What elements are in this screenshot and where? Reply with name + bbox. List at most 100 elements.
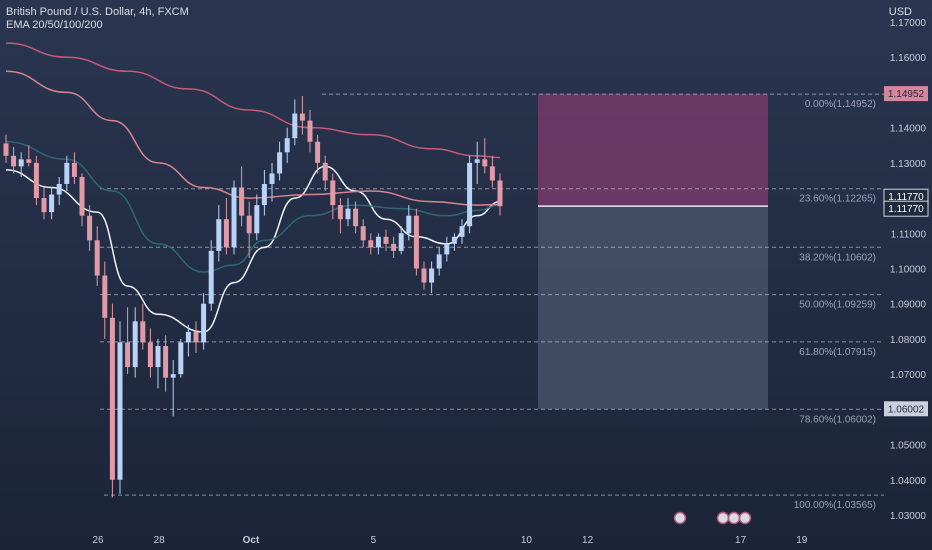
candle-body (474, 159, 480, 163)
price-label-badge[interactable] (883, 200, 929, 217)
candle-body (246, 215, 252, 234)
candle-body (360, 226, 366, 241)
price-tick-label: 1.04000 (890, 476, 927, 487)
candle-body (71, 162, 77, 177)
candle-body (375, 236, 381, 248)
candle-body (64, 162, 70, 184)
price-tick-label: 1.10000 (890, 265, 927, 276)
price-tick-label: 1.05000 (890, 441, 927, 452)
price-label-badge[interactable] (884, 86, 928, 102)
ema-20-line (5, 165, 501, 333)
event-flag-icon[interactable] (727, 511, 741, 525)
candle-body (147, 342, 153, 368)
time-tick-label: 12 (582, 535, 594, 546)
price-label-text: 1.11770 (888, 192, 924, 203)
time-tick-label: 5 (371, 535, 377, 546)
candle-body (102, 275, 108, 318)
ema-100-line (5, 70, 501, 206)
candle-body (208, 250, 214, 304)
candle-body (421, 268, 427, 283)
candle-body (429, 268, 435, 283)
candle-body (489, 166, 495, 181)
currency-label: USD (888, 6, 912, 18)
candle-body (140, 321, 146, 343)
time-tick-label: 19 (796, 535, 808, 546)
candle-body (345, 208, 351, 220)
candle-body (467, 162, 473, 227)
candle-body (132, 321, 138, 368)
candle-body (284, 138, 290, 153)
candle-body (459, 226, 465, 237)
price-label-badge[interactable] (884, 401, 928, 417)
fib-level-label: 100.00%(1.03565) (794, 500, 876, 511)
price-label-text: 1.11770 (888, 204, 924, 215)
candle-body (398, 233, 404, 251)
fib-level-label: 0.00%(1.14952) (805, 99, 876, 110)
candle-body (49, 194, 55, 213)
price-axis[interactable]: 1.030001.040001.050001.060001.070001.080… (883, 18, 929, 522)
candle-body (315, 141, 321, 163)
ema-lines (5, 42, 501, 333)
ema-200-line (5, 42, 501, 159)
candle-body (353, 208, 359, 227)
candle-body (3, 143, 9, 156)
price-label-text: 1.06002 (888, 404, 925, 415)
indicator-title[interactable]: EMA 20/50/100/200 (6, 19, 103, 31)
time-axis[interactable]: 2628Oct5101217192426 (92, 535, 932, 546)
event-flag-icon[interactable] (673, 511, 687, 525)
candle-body (185, 331, 191, 343)
candle-body (239, 187, 245, 216)
time-tick-label: 28 (154, 535, 166, 546)
stop-zone[interactable] (538, 206, 768, 410)
chart-legend[interactable]: British Pound / U.S. Dollar, 4h, FXCM EM… (6, 6, 189, 32)
time-tick-label: 17 (735, 535, 747, 546)
candle-body (254, 205, 260, 234)
candle-body (11, 155, 17, 167)
economic-events[interactable] (673, 511, 752, 525)
candle-body (155, 345, 161, 368)
candle-body (482, 159, 488, 167)
fibonacci-lines[interactable]: 0.00%(1.14952) 23.60%(1.12265) 38.20%(1.10… (100, 93, 884, 511)
candle-body (18, 159, 24, 167)
event-flag-icon[interactable] (738, 511, 752, 525)
candle-body (383, 236, 389, 244)
time-tick-label: 10 (521, 535, 533, 546)
price-tick-label: 1.14000 (890, 124, 927, 135)
candle-body (26, 159, 32, 163)
candle-body (87, 215, 93, 241)
candle-body (277, 152, 283, 174)
price-tick-label: 1.11000 (891, 229, 927, 240)
candle-body (368, 240, 374, 248)
target-zone[interactable] (538, 94, 768, 207)
candle-body (33, 162, 39, 199)
price-tick-label: 1.09000 (890, 300, 927, 311)
candle-body (292, 113, 298, 139)
candle-body (170, 374, 176, 378)
candle-body (444, 243, 450, 255)
price-tick-label: 1.16000 (890, 53, 927, 64)
price-tick-label: 1.08000 (890, 335, 927, 346)
candle-body (41, 198, 47, 213)
candle-body (117, 342, 123, 480)
candle-body (307, 120, 313, 142)
candle-body (94, 240, 100, 276)
candle-body (406, 215, 412, 234)
candle-body (261, 183, 267, 206)
position-zones[interactable] (538, 94, 768, 410)
time-tick-label: Oct (243, 535, 260, 546)
candle-body (451, 236, 457, 244)
fib-level-label: 61.80%(1.07915) (799, 347, 876, 358)
candle-body (193, 331, 199, 343)
candle-body (109, 317, 115, 480)
candle-body (163, 345, 169, 378)
price-tick-label: 1.13000 (890, 159, 927, 170)
candle-body (436, 254, 442, 269)
event-flag-icon[interactable] (716, 511, 730, 525)
candle-body (216, 219, 222, 251)
symbol-title[interactable]: British Pound / U.S. Dollar, 4h, FXCM (6, 6, 189, 18)
fib-level-label: 78.60%(1.06002) (799, 414, 876, 425)
candle-body (56, 183, 62, 195)
